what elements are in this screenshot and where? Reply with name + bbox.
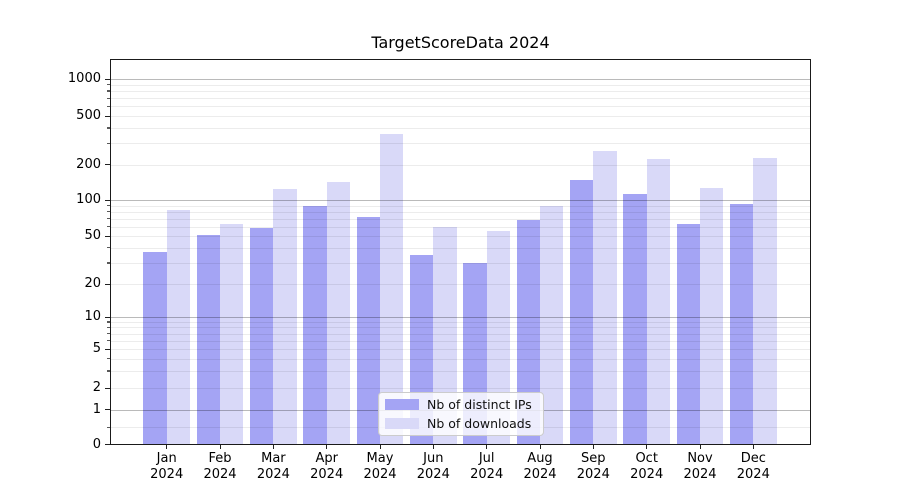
x-tick-label-feb-2024: Feb 2024 bbox=[203, 451, 237, 482]
y-minor-tick-8 bbox=[107, 326, 110, 328]
bar-nb-of-downloads-nov-2024 bbox=[700, 188, 724, 445]
legend-label-distinct-ips: Nb of distinct IPs bbox=[427, 397, 532, 413]
y-tick-label-500: 500 bbox=[76, 108, 101, 123]
x-tick-apr-2024 bbox=[326, 444, 328, 449]
y-minor-tick-600 bbox=[107, 105, 110, 107]
y-minor-tick-900 bbox=[107, 84, 110, 86]
x-tick-label-jan-2024: Jan 2024 bbox=[150, 451, 184, 482]
y-minor-tick-30 bbox=[107, 262, 110, 264]
bar-nb-of-distinct-ips-jan-2024 bbox=[143, 251, 167, 445]
y-tick-label-100: 100 bbox=[76, 192, 101, 208]
y-minor-tick-3 bbox=[107, 370, 110, 372]
x-tick-feb-2024 bbox=[219, 444, 221, 449]
bar-nb-of-downloads-dec-2024 bbox=[753, 158, 777, 445]
y-tick-label-200: 200 bbox=[76, 156, 101, 172]
y-minor-tick-70 bbox=[107, 218, 110, 220]
y-tick-label-1000: 1000 bbox=[67, 71, 101, 86]
bar-nb-of-downloads-aug-2024 bbox=[540, 205, 564, 445]
x-tick-nov-2024 bbox=[699, 444, 701, 449]
bar-nb-of-downloads-oct-2024 bbox=[646, 158, 671, 445]
y-tick-0 bbox=[105, 444, 110, 446]
bar-nb-of-distinct-ips-apr-2024 bbox=[303, 206, 327, 445]
y-minor-tick-400 bbox=[107, 127, 110, 129]
bar-nb-of-downloads-jan-2024 bbox=[166, 209, 191, 445]
bar-nb-of-distinct-ips-oct-2024 bbox=[623, 194, 647, 445]
x-tick-label-mar-2024: Mar 2024 bbox=[256, 451, 290, 482]
y-minor-tick-9 bbox=[107, 321, 110, 323]
bar-nb-of-downloads-may-2024 bbox=[380, 133, 404, 445]
x-tick-label-sep-2024: Sep 2024 bbox=[576, 451, 610, 482]
y-tick-1000 bbox=[105, 78, 110, 80]
y-minor-tick-500 bbox=[107, 115, 110, 117]
x-tick-label-apr-2024: Apr 2024 bbox=[310, 451, 344, 482]
y-tick-label-20: 20 bbox=[84, 276, 101, 292]
bar-nb-of-downloads-mar-2024 bbox=[273, 189, 297, 445]
y-minor-tick-300 bbox=[107, 142, 110, 144]
x-tick-label-may-2024: May 2024 bbox=[363, 451, 397, 482]
y-minor-tick-80 bbox=[107, 211, 110, 213]
bar-nb-of-distinct-ips-mar-2024 bbox=[250, 228, 274, 445]
y-tick-label-50: 50 bbox=[84, 228, 101, 243]
y-minor-tick-800 bbox=[107, 90, 110, 92]
bar-nb-of-downloads-feb-2024 bbox=[220, 224, 244, 445]
x-tick-jul-2024 bbox=[486, 444, 488, 449]
y-minor-tick-6 bbox=[107, 340, 110, 342]
bar-nb-of-distinct-ips-aug-2024 bbox=[516, 220, 540, 445]
bar-nb-of-distinct-ips-dec-2024 bbox=[729, 204, 754, 445]
chart-title: TargetScoreData 2024 bbox=[371, 33, 550, 52]
legend: Nb of distinct IPs Nb of downloads bbox=[378, 392, 544, 436]
x-tick-sep-2024 bbox=[592, 444, 594, 449]
y-minor-tick-20 bbox=[107, 283, 110, 285]
y-minor-tick-200 bbox=[107, 164, 110, 166]
x-tick-label-jul-2024: Jul 2024 bbox=[470, 451, 504, 482]
y-tick-label-0: 0 bbox=[92, 436, 101, 452]
x-tick-dec-2024 bbox=[752, 444, 754, 449]
bar-nb-of-downloads-jun-2024 bbox=[433, 226, 457, 445]
x-tick-aug-2024 bbox=[539, 444, 541, 449]
bar-nb-of-distinct-ips-may-2024 bbox=[356, 217, 380, 445]
legend-swatch-downloads bbox=[385, 417, 419, 429]
y-minor-tick-5 bbox=[107, 348, 110, 350]
y-minor-tick-4 bbox=[107, 358, 110, 360]
y-minor-tick-60 bbox=[107, 226, 110, 228]
legend-item-downloads: Nb of downloads bbox=[385, 414, 537, 432]
x-tick-label-nov-2024: Nov 2024 bbox=[683, 451, 717, 482]
legend-swatch-distinct-ips bbox=[385, 399, 419, 411]
legend-label-downloads: Nb of downloads bbox=[427, 415, 532, 431]
bars-layer bbox=[110, 59, 811, 445]
bar-nb-of-distinct-ips-feb-2024 bbox=[196, 235, 220, 445]
y-minor-tick-90 bbox=[107, 205, 110, 207]
x-tick-may-2024 bbox=[379, 444, 381, 449]
y-tick-1 bbox=[105, 409, 110, 411]
y-tick-label-1: 1 bbox=[92, 401, 101, 417]
bar-nb-of-downloads-jul-2024 bbox=[486, 231, 511, 445]
bar-nb-of-downloads-apr-2024 bbox=[326, 181, 351, 445]
x-tick-label-jun-2024: Jun 2024 bbox=[416, 451, 450, 482]
bar-nb-of-downloads-sep-2024 bbox=[593, 150, 617, 445]
x-tick-mar-2024 bbox=[272, 444, 275, 449]
y-minor-tick-7 bbox=[107, 333, 110, 335]
plot-area: Nb of distinct IPs Nb of downloads bbox=[110, 59, 811, 445]
y-minor-tick-0.5 bbox=[107, 426, 110, 428]
x-tick-label-dec-2024: Dec 2024 bbox=[736, 451, 770, 482]
bar-nb-of-distinct-ips-sep-2024 bbox=[569, 179, 594, 445]
y-minor-tick-50 bbox=[107, 235, 110, 237]
y-minor-tick-2 bbox=[107, 387, 110, 389]
y-tick-100 bbox=[105, 199, 110, 201]
y-tick-label-2: 2 bbox=[92, 380, 101, 396]
y-minor-tick-700 bbox=[107, 97, 110, 99]
y-minor-tick-40 bbox=[107, 247, 110, 249]
x-tick-oct-2024 bbox=[646, 444, 648, 449]
legend-item-distinct-ips: Nb of distinct IPs bbox=[385, 396, 537, 414]
bar-nb-of-distinct-ips-nov-2024 bbox=[676, 224, 700, 445]
y-tick-label-10: 10 bbox=[84, 309, 101, 324]
x-tick-label-aug-2024: Aug 2024 bbox=[523, 451, 557, 482]
y-tick-10 bbox=[105, 316, 110, 318]
x-tick-jun-2024 bbox=[432, 444, 434, 449]
x-tick-label-oct-2024: Oct 2024 bbox=[630, 451, 664, 482]
x-tick-jan-2024 bbox=[166, 444, 168, 449]
y-tick-label-5: 5 bbox=[92, 341, 101, 356]
